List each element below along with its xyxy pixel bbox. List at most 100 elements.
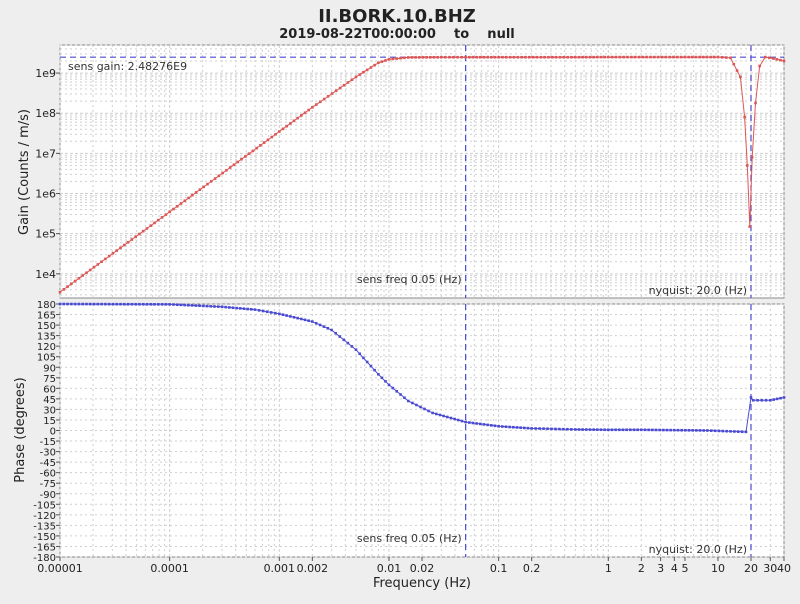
- y-tick-label: 120: [37, 342, 56, 353]
- gain-point: [493, 55, 497, 59]
- phase-point: [373, 368, 376, 372]
- gain-point: [581, 55, 584, 59]
- phase-point: [138, 302, 141, 306]
- gain-point: [679, 55, 683, 59]
- gain-point: [732, 62, 736, 66]
- phase-point: [654, 428, 658, 432]
- y-tick-label: 0: [50, 427, 56, 438]
- gain-point: [373, 63, 376, 67]
- y-tick-label: -75: [40, 479, 56, 490]
- gain-point: [191, 193, 194, 197]
- gain-point: [350, 78, 354, 82]
- gain-point: [637, 55, 641, 59]
- phase-point: [134, 302, 137, 306]
- gain-point: [322, 97, 326, 101]
- gain-point: [66, 285, 69, 288]
- phase-point: [698, 429, 702, 432]
- y-tick-label: 15: [43, 416, 56, 427]
- gain-point: [490, 55, 493, 59]
- gain-point: [198, 188, 202, 191]
- gain-point: [633, 55, 637, 59]
- gain-point: [281, 127, 285, 131]
- phase-point: [85, 302, 88, 306]
- gain-point: [432, 55, 436, 59]
- gain-point: [403, 56, 406, 60]
- x-tick-label: 10: [711, 562, 725, 575]
- gain-point: [179, 202, 183, 205]
- phase-point: [350, 345, 354, 348]
- phase-point: [662, 428, 665, 432]
- gain-point: [183, 199, 187, 203]
- phase-point: [779, 396, 782, 400]
- phase-point: [709, 429, 713, 432]
- phase-point: [581, 428, 584, 431]
- gain-point: [58, 290, 62, 294]
- gain-point: [531, 55, 535, 59]
- phase-point: [126, 302, 130, 306]
- gain-point: [468, 55, 471, 59]
- gain-point: [346, 81, 350, 84]
- phase-point: [512, 425, 515, 429]
- phase-point: [354, 348, 358, 351]
- phase-point: [603, 428, 606, 432]
- x-tick-label: 0.001: [264, 562, 296, 575]
- phase-point: [534, 427, 537, 430]
- phase-point: [546, 427, 549, 431]
- phase-point: [338, 335, 342, 338]
- y-tick-label: 135: [37, 332, 56, 343]
- phase-point: [239, 307, 242, 310]
- gain-point: [221, 171, 224, 175]
- phase-point: [526, 426, 530, 430]
- phase-point: [111, 302, 115, 306]
- gain-point: [653, 55, 656, 59]
- x-tick-label: 0.01: [377, 562, 402, 575]
- gain-point: [479, 55, 482, 59]
- gain-point: [243, 155, 247, 158]
- phase-point: [224, 305, 227, 309]
- gain-point: [672, 55, 675, 59]
- phase-point: [629, 428, 632, 432]
- phase-point: [621, 428, 625, 432]
- x-tick-label: 4: [671, 562, 678, 575]
- phase-point: [149, 302, 153, 306]
- phase-point: [669, 428, 672, 432]
- phase-point: [431, 411, 434, 415]
- x-tick-label: 0.2: [523, 562, 541, 575]
- gain-point: [418, 56, 421, 59]
- phase-point: [570, 428, 573, 431]
- phase-point: [187, 303, 190, 307]
- gain-point: [709, 55, 712, 59]
- gain-panel: 1e4 1e5 1e6 1e7 1e8 1e9 sens gain: 2.48276E9 se…: [35, 44, 786, 299]
- gain-point: [705, 55, 709, 59]
- y-tick-label: -90: [40, 490, 56, 501]
- phase-point: [427, 409, 430, 413]
- gain-point: [206, 182, 209, 186]
- phase-point: [423, 407, 426, 411]
- x-tick-label: 0.1: [490, 562, 508, 575]
- gain-point: [259, 144, 262, 147]
- phase-point: [278, 312, 281, 316]
- phase-point: [62, 302, 66, 306]
- phase-point: [104, 302, 107, 306]
- y-tick-label: -135: [33, 521, 56, 532]
- gain-point: [164, 213, 168, 216]
- gain-point: [425, 56, 428, 59]
- gain-point: [641, 55, 645, 59]
- gain-point: [607, 55, 610, 59]
- phase-point: [220, 305, 224, 309]
- gain-point: [716, 55, 720, 59]
- phase-point: [442, 414, 445, 418]
- phase-point: [362, 356, 365, 360]
- phase-point: [261, 309, 265, 313]
- gain-point: [482, 55, 486, 59]
- phase-point: [285, 314, 288, 317]
- phase-point: [314, 321, 318, 325]
- gain-point: [358, 73, 362, 76]
- phase-point: [725, 429, 728, 433]
- y-tick-label: 105: [37, 353, 56, 364]
- phase-point: [501, 425, 504, 428]
- phase-point: [213, 305, 216, 308]
- gain-point: [377, 61, 380, 65]
- gain-point: [255, 146, 258, 150]
